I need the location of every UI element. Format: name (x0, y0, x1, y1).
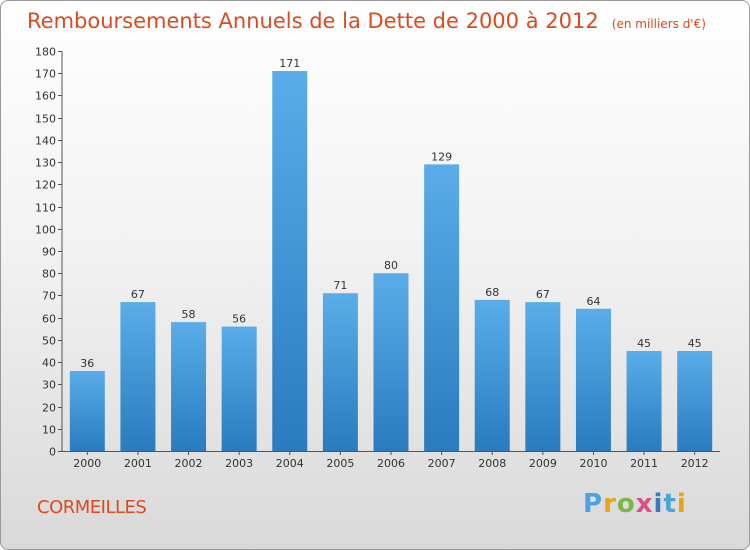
x-tick-label: 2004 (276, 457, 304, 470)
bar (171, 322, 207, 451)
x-tick-label: 2000 (73, 457, 101, 470)
logo-letter: t (663, 489, 677, 519)
y-tick-label: 60 (42, 313, 56, 326)
y-tick-label: 150 (35, 113, 56, 126)
logo-letter: i (676, 489, 687, 519)
y-tick-label: 130 (35, 157, 56, 170)
y-tick-label: 80 (42, 268, 56, 281)
logo-letter: i (653, 489, 664, 519)
bar-value-label: 67 (131, 288, 145, 301)
bar (424, 164, 460, 452)
bar (221, 326, 257, 451)
x-tick-label: 2009 (529, 457, 557, 470)
x-tick-label: 2011 (630, 457, 658, 470)
logo-letter: o (616, 489, 636, 519)
bar-value-label: 71 (333, 279, 347, 292)
y-tick-label: 30 (42, 379, 56, 392)
chart-title: Remboursements Annuels de la Dette de 20… (27, 9, 599, 33)
bar-value-label: 56 (232, 313, 246, 326)
x-tick-label: 2001 (124, 457, 152, 470)
bar (373, 273, 409, 451)
bar-value-label: 58 (182, 308, 196, 321)
logo-letter: x (635, 489, 654, 519)
bar (69, 371, 105, 451)
logo-letter: r (603, 489, 617, 519)
proxiti-logo: Proxiti (583, 489, 687, 519)
y-tick-label: 120 (35, 179, 56, 192)
y-tick-label: 0 (49, 446, 56, 459)
x-tick-label: 2007 (428, 457, 456, 470)
y-tick-label: 110 (35, 202, 56, 215)
bar (272, 71, 308, 451)
y-tick-label: 160 (35, 90, 56, 103)
logo-letter: P (583, 489, 604, 519)
bar-value-label: 80 (384, 259, 398, 272)
bar (626, 351, 662, 451)
chart-header: Remboursements Annuels de la Dette de 20… (27, 9, 706, 33)
y-tick-label: 90 (42, 246, 56, 259)
bar-value-label: 64 (586, 295, 600, 308)
y-tick-label: 70 (42, 290, 56, 303)
y-tick-label: 180 (35, 46, 56, 59)
x-tick-label: 2002 (175, 457, 203, 470)
chart-unit: (en milliers d'€) (611, 17, 706, 31)
bar-value-label: 45 (688, 337, 702, 350)
bar (525, 302, 561, 451)
bar (677, 351, 713, 451)
x-tick-label: 2005 (326, 457, 354, 470)
y-tick-label: 10 (42, 424, 56, 437)
bar (575, 308, 611, 451)
bar-value-label: 129 (431, 150, 452, 163)
y-tick-label: 50 (42, 335, 56, 348)
y-tick-label: 170 (35, 68, 56, 81)
x-tick-label: 2003 (225, 457, 253, 470)
x-tick-label: 2008 (478, 457, 506, 470)
x-axis: 2000 2001 2002 2003 2004 2005 2006 2007 2008 2009… (62, 451, 720, 470)
y-tick-label: 140 (35, 135, 56, 148)
commune-name: CORMEILLES (37, 497, 147, 518)
y-tick-label: 100 (35, 224, 56, 237)
y-tick-label: 20 (42, 402, 56, 415)
bar (474, 299, 510, 451)
bars: 36 67 58 56 171 71 80 129 68 67 64 45 45 (69, 57, 713, 452)
bar-value-label: 68 (485, 286, 499, 299)
bar (120, 302, 156, 451)
x-tick-label: 2010 (579, 457, 607, 470)
y-tick-label: 40 (42, 357, 56, 370)
bar-value-label: 171 (279, 57, 300, 70)
bar (322, 293, 358, 451)
bar-value-label: 36 (80, 357, 94, 370)
bar-value-label: 67 (536, 288, 550, 301)
x-tick-label: 2006 (377, 457, 405, 470)
y-axis: 0 10 20 30 40 50 60 70 80 90 100 110 120 130 140 150 160… (35, 46, 63, 459)
bar-value-label: 45 (637, 337, 651, 350)
x-tick-label: 2012 (681, 457, 709, 470)
